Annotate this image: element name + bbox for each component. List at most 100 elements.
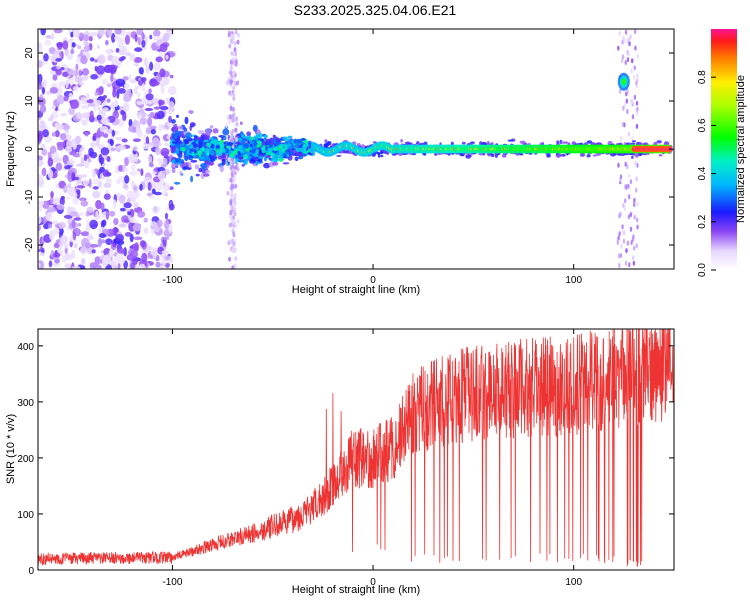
heatmap-cell xyxy=(75,227,80,235)
heatmap-cell xyxy=(234,59,238,65)
heatmap-cell xyxy=(113,99,119,108)
heatmap-cell xyxy=(92,186,99,190)
heatmap-cell xyxy=(231,265,235,269)
heatmap-cell xyxy=(56,42,64,48)
heatmap-cell xyxy=(103,133,109,139)
x-tick-label: -100 xyxy=(162,577,182,588)
y-tick-label: 400 xyxy=(17,342,34,353)
heatmap-cell xyxy=(165,97,170,104)
heatmap-cell xyxy=(92,135,97,142)
heatmap-cell xyxy=(151,182,157,190)
heatmap-cell xyxy=(174,123,178,132)
heatmap-cell xyxy=(229,106,233,111)
heatmap-cell xyxy=(75,135,81,145)
heatmap-cell xyxy=(117,88,126,94)
heatmap-cell xyxy=(149,112,156,117)
heatmap-cell xyxy=(631,58,634,64)
heatmap-cell xyxy=(205,170,211,174)
heatmap-cell xyxy=(621,78,626,85)
heatmap-cell xyxy=(42,129,49,138)
heatmap-cell xyxy=(123,167,129,172)
y-tick-label: 0 xyxy=(28,566,34,577)
heatmap-cell xyxy=(118,223,127,228)
heatmap-cell xyxy=(49,87,59,94)
heatmap-cell xyxy=(150,221,157,226)
heatmap-cell xyxy=(41,79,48,88)
heatmap-cell xyxy=(94,59,98,63)
heatmap-cell xyxy=(147,181,152,191)
heatmap-cell xyxy=(620,135,623,141)
heatmap-cell xyxy=(288,135,293,139)
heatmap-cell xyxy=(168,101,175,110)
heatmap-cell xyxy=(66,160,75,166)
heatmap-cell xyxy=(168,203,175,211)
heatmap-cell xyxy=(52,200,58,205)
heatmap-cell xyxy=(89,244,99,248)
heatmap-cell xyxy=(180,146,186,152)
heatmap-cell xyxy=(153,76,160,80)
snr-panel: -100 0 100 0 100 200 300 400 Height of straigh… xyxy=(5,327,675,596)
heatmap-cell xyxy=(88,32,98,37)
heatmap-cell xyxy=(125,52,132,57)
heatmap-cell xyxy=(123,219,130,223)
heatmap-cell xyxy=(190,159,198,163)
heatmap-cell xyxy=(60,67,65,71)
heatmap-cell xyxy=(658,154,663,157)
heatmap-cell xyxy=(70,99,79,109)
heatmap-cell xyxy=(169,74,174,79)
heatmap-cell xyxy=(231,226,235,232)
heatmap-cell xyxy=(65,79,69,89)
heatmap-cell xyxy=(636,162,639,168)
heatmap-cell xyxy=(50,33,55,40)
heatmap-cell xyxy=(137,210,146,218)
heatmap-cell xyxy=(162,183,171,192)
heatmap-cell xyxy=(275,138,281,143)
heatmap-cell xyxy=(229,209,233,215)
heatmap-cell xyxy=(38,215,42,225)
heatmap-cell xyxy=(487,141,490,146)
heatmap-cell xyxy=(236,218,240,224)
heatmap-cell xyxy=(54,130,60,138)
heatmap-cell xyxy=(146,192,153,197)
heatmap-cell xyxy=(118,175,126,181)
heatmap-cell xyxy=(54,49,60,55)
heatmap-cell xyxy=(67,182,72,189)
heatmap-cell xyxy=(39,252,46,257)
heatmap-cell xyxy=(280,153,284,158)
heatmap-cell xyxy=(137,36,142,46)
heatmap-cell xyxy=(100,250,105,254)
heatmap-cell xyxy=(145,245,153,251)
heatmap-cell xyxy=(40,29,46,36)
heatmap-cell xyxy=(161,236,170,240)
heatmap-cell xyxy=(204,135,209,141)
x-tick-label: 100 xyxy=(565,275,582,286)
heatmap-cell xyxy=(586,140,593,144)
heatmap-cell xyxy=(285,151,289,155)
heatmap-cell xyxy=(38,133,43,143)
heatmap-cell xyxy=(234,183,238,189)
colorbar-ticks: 0.0 0.2 0.4 0.6 0.8 xyxy=(697,70,716,277)
heatmap-cell xyxy=(158,99,165,106)
heatmap-cell xyxy=(128,73,132,83)
y-tick-label: 300 xyxy=(17,398,34,409)
heatmap-cell xyxy=(38,262,41,269)
heatmap-cell xyxy=(101,117,110,125)
y-tick-label: 100 xyxy=(17,510,34,521)
heatmap-cell xyxy=(236,39,240,45)
heatmap-cell xyxy=(264,157,267,162)
heatmap-cell xyxy=(230,130,234,136)
heatmap-cell xyxy=(203,173,210,177)
heatmap-cell xyxy=(96,114,102,121)
heatmap-cell xyxy=(161,170,167,175)
heatmap-cell xyxy=(237,145,243,150)
heatmap-cell xyxy=(119,207,126,212)
heatmap-cell xyxy=(626,240,629,246)
heatmap-cell xyxy=(249,147,253,151)
heatmap-cell xyxy=(256,158,263,162)
heatmap-cell xyxy=(155,56,163,63)
heatmap-cell xyxy=(120,56,126,60)
heatmap-cell xyxy=(153,29,161,37)
heatmap-cell xyxy=(97,44,100,49)
heatmap-cell xyxy=(86,153,90,160)
heatmap-cell xyxy=(124,83,130,89)
